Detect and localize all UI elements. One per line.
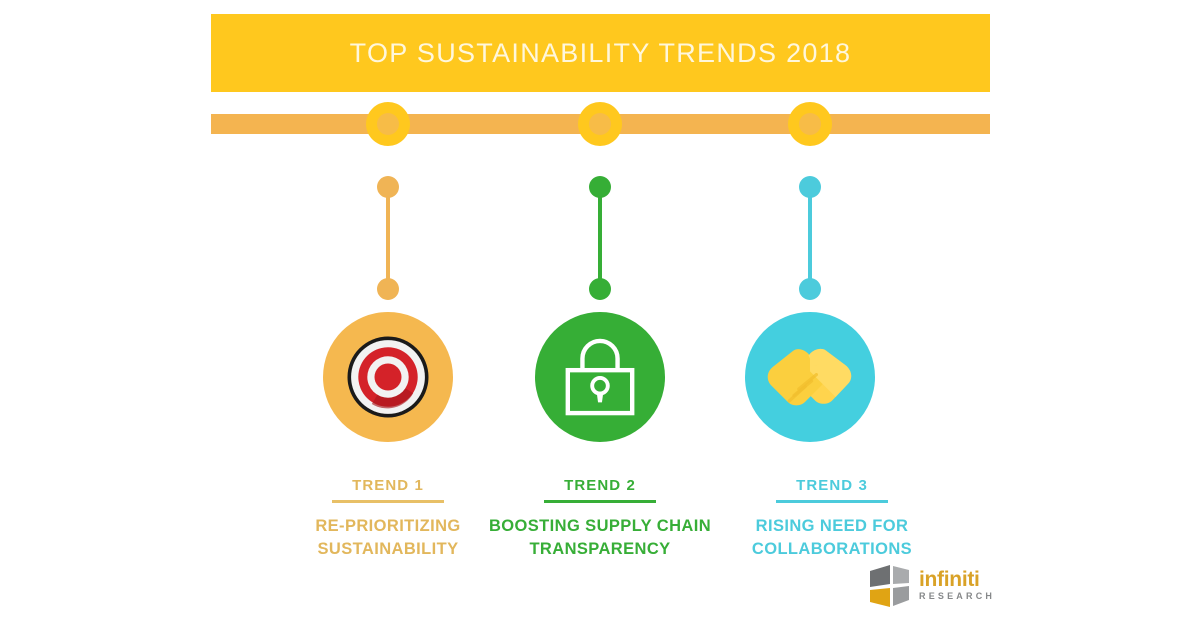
trend-2-rule: [544, 500, 656, 503]
trend-1-kicker: TREND 1: [352, 477, 424, 494]
connector-trend-1: [377, 176, 399, 300]
trend-2-icon-badge: [535, 312, 665, 442]
handshake-icon: [767, 348, 852, 406]
title-banner: TOP SUSTAINABILITY TRENDS 2018: [211, 14, 990, 92]
trend-3-title: RISING NEED FOR COLLABORATIONS: [751, 517, 913, 558]
infiniti-logo-mark: [870, 565, 909, 607]
connector-trend-2: [589, 176, 611, 300]
trend-block-2: TREND 2 BOOSTING SUPPLY CHAIN TRANSPAREN…: [472, 478, 728, 561]
connector-dot-bottom-1: [377, 278, 399, 300]
trend-1-title: RE-PRIORITIZING SUSTAINABILITY: [315, 517, 461, 558]
infiniti-research-logo: infiniti RESEARCH: [869, 563, 992, 609]
trend-2-kicker: TREND 2: [564, 477, 636, 494]
page-title: TOP SUSTAINABILITY TRENDS 2018: [349, 37, 852, 68]
connector-stem-1: [386, 187, 390, 289]
trend-2-title: BOOSTING SUPPLY CHAIN TRANSPARENCY: [488, 517, 712, 558]
trend-3-rule: [776, 500, 888, 503]
trend-block-3: TREND 3 RISING NEED FOR COLLABORATIONS: [714, 478, 950, 561]
trend-1-icon-badge: [323, 312, 453, 442]
trend-1-rule: [332, 500, 444, 503]
target-icon: [347, 336, 429, 418]
logo-wordmark: infiniti RESEARCH: [919, 568, 996, 602]
padlock-icon: [565, 338, 635, 416]
timeline-node-1: [366, 102, 410, 146]
timeline-node-2: [578, 102, 622, 146]
timeline-node-3: [788, 102, 832, 146]
trend-3-kicker: TREND 3: [796, 477, 868, 494]
connector-dot-bottom-2: [589, 278, 611, 300]
logo-brand-text: infiniti: [919, 568, 980, 591]
trend-3-icon-badge: [745, 312, 875, 442]
connector-stem-2: [598, 187, 602, 289]
trend-block-1: TREND 1 RE-PRIORITIZING SUSTAINABILITY: [268, 478, 508, 561]
connector-trend-3: [799, 176, 821, 300]
connector-dot-bottom-3: [799, 278, 821, 300]
connector-stem-3: [808, 187, 812, 289]
logo-subtitle-text: RESEARCH: [919, 591, 996, 601]
